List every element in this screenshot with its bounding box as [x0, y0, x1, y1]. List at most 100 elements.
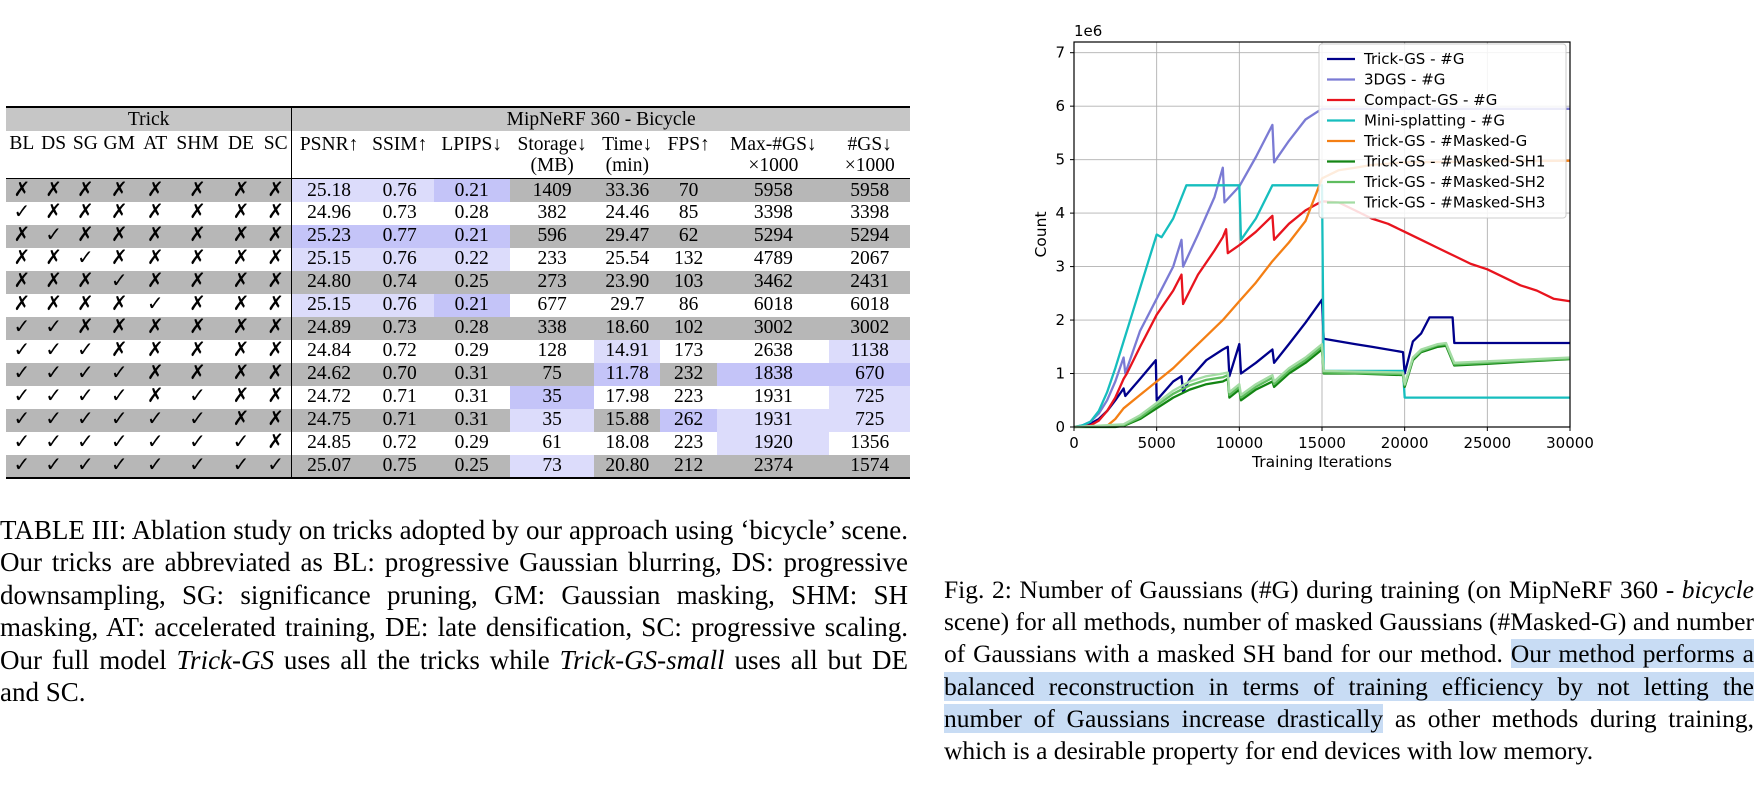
cross-icon: ✗ — [37, 178, 70, 202]
metric-value-cell: 5294 — [829, 224, 910, 248]
legend-entry: Trick-GS - #Masked-G — [1363, 132, 1527, 150]
check-icon: ✓ — [189, 431, 206, 454]
table-row: ✗ ✗ ✓ ✗ ✗ ✗ ✗ ✗ 25.15 0.76 0.22 233 25.54 132 4789 2067 — [6, 247, 910, 271]
cross-icon: ✗ — [110, 247, 128, 270]
metric-value-cell: 25.18 — [291, 178, 366, 202]
y-tick-label: 3 — [1055, 258, 1065, 276]
figure-caption-text: as other methods during training, which … — [944, 703, 1754, 766]
metric-value-cell: 0.73 — [365, 316, 434, 340]
metric-value-cell: 232 — [660, 362, 718, 386]
check-icon: ✓ — [101, 408, 138, 432]
metric-value-cell: 0.76 — [365, 293, 434, 317]
check-icon: ✓ — [76, 339, 94, 362]
group-dataset-header: MipNeRF 360 - Bicycle — [291, 106, 910, 131]
metric-value-cell: 25.15 — [291, 247, 366, 271]
y-tick-label: 7 — [1055, 44, 1065, 62]
cross-icon: ✗ — [137, 270, 174, 294]
legend-entry: Trick-GS - #Masked-SH3 — [1363, 194, 1545, 212]
cross-icon: ✗ — [260, 316, 292, 340]
cross-icon: ✗ — [69, 270, 102, 294]
check-icon: ✓ — [76, 247, 94, 270]
metric-value-cell: 24.72 — [291, 385, 366, 409]
gaussian-count-chart: 0 5000 10000 15000 20000 25000 30000 0 1 2 3 4 5 6 7 1… — [1032, 22, 1594, 471]
metric-value-cell: 24.84 — [291, 339, 366, 363]
metric-value-cell: 212 — [660, 454, 718, 479]
table-units-header: (MB) (min) ×1000 ×1000 — [6, 155, 910, 179]
table-row: ✓ ✓ ✓ ✓ ✗ ✓ ✗ ✗ 24.72 0.71 0.31 35 17.98 223 1931 725 — [6, 385, 910, 409]
check-icon: ✓ — [6, 316, 38, 340]
check-icon: ✓ — [13, 201, 31, 224]
check-icon: ✓ — [69, 362, 102, 386]
metric-value-cell: 1574 — [829, 454, 910, 479]
metric-value-cell: 1931 — [753, 386, 793, 408]
metric-value-cell: 1931 — [717, 408, 830, 432]
metric-value-cell: 61 — [542, 432, 562, 454]
cross-icon: ✗ — [260, 408, 292, 432]
metric-unit-header — [291, 155, 366, 179]
series-line-5 — [1074, 344, 1571, 429]
cross-icon: ✗ — [221, 316, 260, 340]
figure-caption-scene-name: bicycle — [1681, 575, 1754, 604]
y-tick-label: 2 — [1055, 311, 1065, 329]
x-tick-label: 25000 — [1463, 434, 1511, 452]
metric-unit-header — [365, 155, 434, 179]
metric-value-cell: 0.28 — [433, 316, 510, 340]
cross-icon: ✗ — [173, 224, 222, 248]
x-tick-label: 5000 — [1138, 434, 1176, 452]
metric-value-cell: 2431 — [829, 270, 910, 294]
check-icon: ✓ — [6, 362, 38, 386]
metric-value-cell: 24.75 — [291, 408, 366, 432]
cross-icon: ✗ — [232, 293, 250, 316]
ablation-table: Trick MipNeRF 360 - Bicycle BL DS SG GM AT SH… — [6, 106, 910, 479]
trick-column-header-at: AT — [137, 131, 174, 179]
group-trick-header: Trick — [6, 106, 292, 131]
metric-value-cell: 24.46 — [605, 202, 650, 224]
metric-unit-header: ×1000 — [829, 155, 910, 179]
metric-value-cell: 1356 — [850, 432, 890, 454]
cross-icon: ✗ — [110, 201, 128, 224]
metric-value-cell: 0.25 — [433, 454, 510, 479]
check-icon: ✓ — [37, 316, 70, 340]
metric-value-cell: 85 — [678, 202, 699, 224]
cross-icon: ✗ — [189, 247, 206, 270]
cross-icon: ✗ — [13, 293, 31, 316]
metric-value-cell: 3398 — [753, 202, 793, 224]
cross-icon: ✗ — [137, 224, 174, 248]
check-icon: ✓ — [76, 431, 94, 454]
cross-icon: ✗ — [260, 178, 292, 202]
cross-icon: ✗ — [260, 224, 292, 248]
y-axis-label: Count — [1032, 211, 1050, 257]
cross-icon: ✗ — [260, 362, 292, 386]
metric-value-cell: 29.47 — [594, 224, 661, 248]
check-icon: ✓ — [37, 408, 70, 432]
metric-value-cell: 596 — [509, 224, 595, 248]
trick-column-header-gm: GM — [101, 131, 138, 179]
check-icon: ✓ — [76, 385, 94, 408]
metric-value-cell: 75 — [509, 362, 595, 386]
check-icon: ✓ — [69, 454, 102, 479]
metric-value-cell: 17.98 — [605, 386, 650, 408]
cross-icon: ✗ — [76, 293, 94, 316]
metric-value-cell: 20.80 — [594, 454, 661, 479]
metric-value-cell: 0.25 — [433, 270, 510, 294]
metric-value-cell: 3002 — [829, 316, 910, 340]
metric-unit-header — [433, 155, 510, 179]
metric-value-cell: 1920 — [717, 431, 830, 455]
x-tick-label: 0 — [1069, 434, 1079, 452]
cross-icon: ✗ — [189, 201, 206, 224]
cross-icon: ✗ — [146, 385, 164, 408]
x-tick-label: 10000 — [1215, 434, 1263, 452]
check-icon: ✓ — [110, 385, 128, 408]
series-line-0 — [1073, 298, 1570, 429]
metric-value-cell: 25.54 — [605, 248, 650, 270]
cross-icon: ✗ — [101, 178, 138, 202]
metric-value-cell: 338 — [509, 316, 595, 340]
metric-unit-header — [660, 155, 718, 179]
series-line-7 — [1073, 341, 1571, 429]
cross-icon: ✗ — [173, 270, 222, 294]
legend-box — [1318, 43, 1567, 219]
metric-value-cell: 132 — [674, 248, 704, 270]
metric-value-cell: 24.80 — [291, 270, 366, 294]
metric-value-cell: 0.72 — [382, 340, 417, 362]
metric-value-cell: 62 — [660, 224, 718, 248]
